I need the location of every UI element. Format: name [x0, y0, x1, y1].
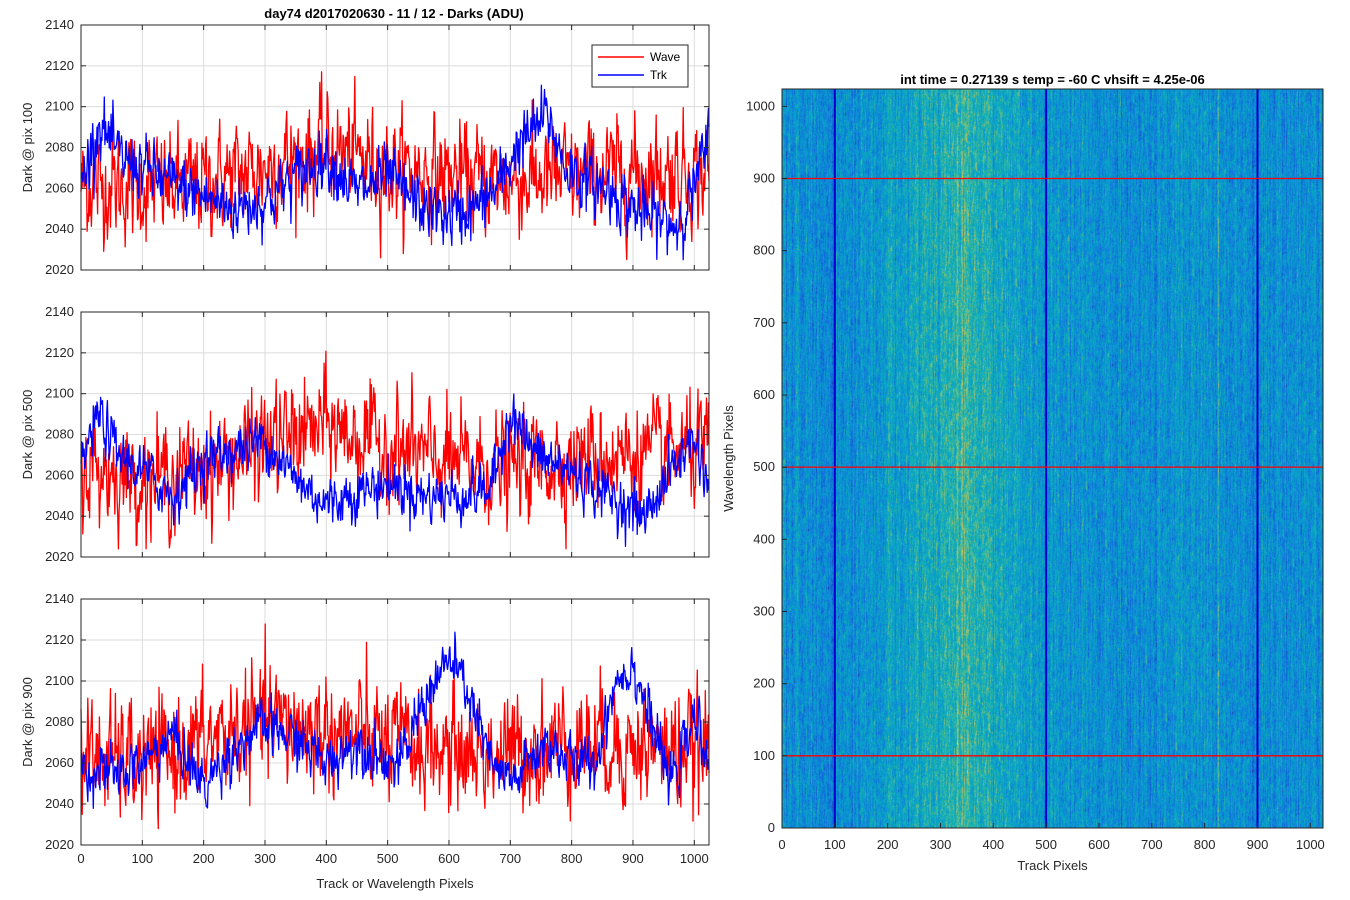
- x-tick-label: 700: [1141, 837, 1163, 852]
- y-tick-label: 2140: [45, 591, 74, 606]
- x-tick-label: 0: [778, 837, 785, 852]
- y-tick-label: 500: [753, 459, 775, 474]
- y-tick-label: 2020: [45, 262, 74, 277]
- series-line-trk: [80, 84, 710, 261]
- y-tick-label: 400: [753, 531, 775, 546]
- y-tick-label: 2020: [45, 837, 74, 852]
- x-tick-label: 800: [1194, 837, 1216, 852]
- x-tick-label: 400: [982, 837, 1004, 852]
- heatmap-plot: 0 100 200 300 400 500 600 700 800 900 1000 0 100 200 3…: [721, 72, 1325, 873]
- axes-frame: [781, 88, 1324, 829]
- x-tick-label: 600: [1088, 837, 1110, 852]
- x-tick-label: 1000: [1296, 837, 1325, 852]
- y-tick-label: 2020: [45, 549, 74, 564]
- y-axis-label: Wavelength Pixels: [721, 405, 736, 512]
- x-axis-label: Track or Wavelength Pixels: [316, 876, 474, 891]
- x-tick-label: 300: [930, 837, 952, 852]
- series-line-trk: [80, 631, 710, 810]
- x-tick-label: 200: [193, 851, 215, 866]
- y-tick-label: 2100: [45, 99, 74, 114]
- heatmap-image: [782, 89, 1323, 828]
- y-tick-label: 900: [753, 170, 775, 185]
- series-line-trk: [80, 393, 710, 547]
- y-tick-label: 200: [753, 676, 775, 691]
- x-tick-label: 400: [315, 851, 337, 866]
- y-axis-label: Dark @ pix 900: [20, 677, 35, 767]
- y-tick-label: 800: [753, 243, 775, 258]
- y-tick-label: 1000: [746, 98, 775, 113]
- series-line-wave: [80, 71, 710, 261]
- y-axis-label: Dark @ pix 500: [20, 390, 35, 480]
- y-tick-label: 2040: [45, 508, 74, 523]
- x-tick-label: 900: [1247, 837, 1269, 852]
- y-tick-label: 2040: [45, 796, 74, 811]
- y-tick-label: 2100: [45, 386, 74, 401]
- x-tick-label: 1000: [680, 851, 709, 866]
- y-tick-label: 2080: [45, 140, 74, 155]
- y-tick-label: 700: [753, 315, 775, 330]
- series-line-wave: [80, 623, 710, 830]
- legend-box: [591, 44, 689, 88]
- y-tick-label: 0: [768, 820, 775, 835]
- heatmap-title: int time = 0.27139 s temp = -60 C vhsift…: [900, 72, 1205, 87]
- y-tick-label: 2080: [45, 427, 74, 442]
- y-tick-label: 100: [753, 748, 775, 763]
- y-tick-label: 2120: [45, 58, 74, 73]
- y-tick-label: 2120: [45, 345, 74, 360]
- y-tick-label: 2140: [45, 17, 74, 32]
- x-tick-label: 500: [377, 851, 399, 866]
- figure-title: day74 d2017020630 - 11 / 12 - Darks (ADU…: [264, 6, 523, 21]
- x-tick-label: 0: [77, 851, 84, 866]
- y-tick-label: 2080: [45, 714, 74, 729]
- y-axis-label: Dark @ pix 100: [20, 103, 35, 193]
- y-tick-label: 2060: [45, 467, 74, 482]
- y-tick-label: 300: [753, 603, 775, 618]
- x-tick-label: 200: [877, 837, 899, 852]
- line-plot-pix-900: 2020 2040 2060 2080 2100 2120 2140 0 100 200 300 40…: [20, 591, 710, 891]
- x-tick-label: 500: [1035, 837, 1057, 852]
- y-tick-label: 2060: [45, 755, 74, 770]
- y-tick-label: 2140: [45, 304, 74, 319]
- x-axis-label: Track Pixels: [1017, 858, 1088, 873]
- x-tick-label: 100: [131, 851, 153, 866]
- legend-label-wave: Wave: [650, 50, 681, 64]
- line-plot-pix-500: 2020 2040 2060 2080 2100 2120 2140 Dark @ pix 5…: [20, 304, 710, 564]
- x-tick-label: 900: [622, 851, 644, 866]
- y-tick-label: 600: [753, 387, 775, 402]
- y-tick-label: 2120: [45, 632, 74, 647]
- x-tick-label: 700: [499, 851, 521, 866]
- y-tick-label: 2060: [45, 180, 74, 195]
- y-tick-label: 2100: [45, 673, 74, 688]
- x-tick-label: 300: [254, 851, 276, 866]
- line-plot-pix-100: 2020 2040 2060 2080 2100 2120 2140 Dark @ pix 1…: [20, 17, 710, 277]
- y-tick-label: 2040: [45, 221, 74, 236]
- x-tick-label: 800: [561, 851, 583, 866]
- legend-label-trk: Trk: [650, 68, 668, 82]
- x-tick-label: 600: [438, 851, 460, 866]
- x-tick-label: 100: [824, 837, 846, 852]
